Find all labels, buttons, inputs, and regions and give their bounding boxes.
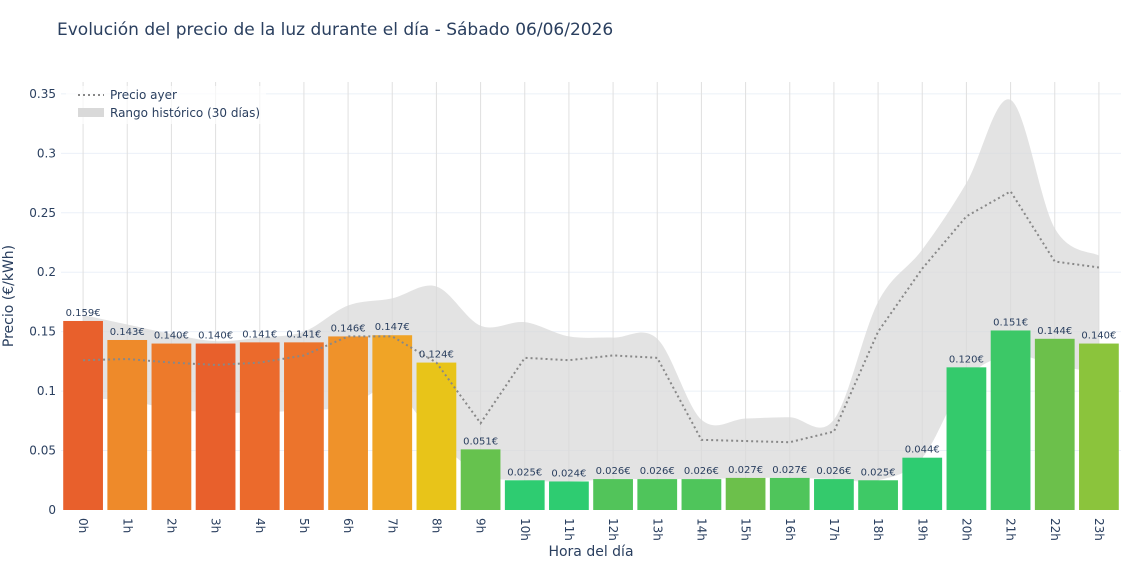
- data-label: 0.026€: [684, 466, 719, 477]
- bar-23h: [1079, 343, 1119, 510]
- data-label: 0.027€: [772, 465, 807, 476]
- bar-16h: [769, 477, 810, 510]
- data-label: 0.144€: [1037, 326, 1072, 337]
- data-label: 0.143€: [110, 327, 145, 338]
- x-tick-label: 0h: [76, 518, 90, 533]
- x-tick-label: 11h: [562, 518, 576, 541]
- data-label: 0.025€: [507, 467, 542, 478]
- x-tick-label: 9h: [474, 518, 488, 533]
- y-tick-label: 0.15: [29, 325, 56, 339]
- bar-4h: [239, 342, 280, 510]
- bar-14h: [681, 479, 722, 510]
- data-labels: 0.159€ 0.143€ 0.140€ 0.140€ 0.141€ 0.141€ 0.14…: [66, 308, 1117, 480]
- chart-title: Evolución del precio de la luz durante e…: [57, 20, 614, 40]
- x-tick-label: 19h: [915, 518, 929, 541]
- yesterday-price-path: [83, 190, 1100, 444]
- bar-12h: [593, 479, 633, 510]
- x-tick-label: 22h: [1048, 518, 1062, 541]
- x-tick-label: 16h: [783, 518, 797, 541]
- data-label: 0.124€: [419, 350, 454, 361]
- data-label: 0.026€: [596, 466, 631, 477]
- data-label: 0.151€: [993, 317, 1028, 328]
- x-tick-label: 2h: [164, 518, 178, 533]
- x-tick-label: 21h: [1004, 518, 1018, 541]
- x-tick-label: 10h: [518, 518, 532, 541]
- data-label: 0.159€: [66, 308, 101, 319]
- bar-9h: [460, 449, 501, 510]
- y-tick-label: 0: [48, 503, 56, 517]
- legend: Precio ayer Rango histórico (30 días): [66, 86, 266, 124]
- legend-label-yesterday: Precio ayer: [110, 88, 177, 102]
- bar-2h: [151, 343, 192, 510]
- y-tick-label: 0.35: [29, 87, 56, 101]
- bar-21h: [990, 330, 1031, 510]
- x-tick-label: 6h: [341, 518, 355, 533]
- data-label: 0.140€: [1081, 331, 1116, 342]
- legend-background: [66, 86, 266, 124]
- bar-18h: [858, 480, 898, 510]
- y-tick-label: 0.25: [29, 206, 56, 220]
- data-label: 0.141€: [242, 329, 277, 340]
- axes: 0 0.05 0.1 0.15 0.2 0.25 0.3 0.35 0h 1h 2h 3h 4h 5h 6h…: [1, 87, 1106, 560]
- x-tick-label: 8h: [429, 518, 443, 533]
- data-label: 0.026€: [640, 466, 675, 477]
- data-label: 0.140€: [198, 331, 233, 342]
- x-tick-label: 15h: [739, 518, 753, 541]
- data-label: 0.024€: [551, 468, 586, 479]
- legend-label-history: Rango histórico (30 días): [110, 106, 260, 120]
- x-tick-label: 20h: [959, 518, 973, 541]
- data-label: 0.146€: [331, 323, 366, 334]
- y-tick-label: 0.2: [37, 265, 56, 279]
- x-tick-label: 5h: [297, 518, 311, 533]
- legend-swatch-history: [78, 108, 104, 117]
- data-label: 0.120€: [949, 354, 984, 365]
- x-tick-label: 18h: [871, 518, 885, 541]
- data-label: 0.140€: [154, 331, 189, 342]
- x-tick-label: 4h: [253, 518, 267, 533]
- data-label: 0.044€: [905, 445, 940, 456]
- x-tick-label: 13h: [650, 518, 664, 541]
- data-label: 0.027€: [728, 465, 763, 476]
- bar-6h: [328, 336, 368, 510]
- bar-0h: [63, 320, 103, 510]
- bar-17h: [814, 479, 854, 510]
- y-tick-label: 0.05: [29, 444, 56, 458]
- x-tick-label: 1h: [120, 518, 134, 533]
- bar-5h: [284, 342, 324, 510]
- bars: [63, 320, 1119, 510]
- bar-1h: [107, 339, 148, 510]
- y-tick-label: 0.3: [37, 146, 56, 160]
- y-tick-label: 0.1: [37, 384, 56, 398]
- data-label: 0.026€: [816, 466, 851, 477]
- bar-19h: [902, 457, 943, 510]
- bar-8h: [416, 362, 457, 510]
- bar-11h: [549, 481, 589, 510]
- bar-15h: [725, 477, 766, 510]
- data-label: 0.141€: [286, 329, 321, 340]
- y-axis-title: Precio (€/kWh): [1, 245, 17, 347]
- yesterday-price-line: [83, 190, 1100, 444]
- x-tick-label: 12h: [606, 518, 620, 541]
- x-tick-label: 23h: [1092, 518, 1106, 541]
- bar-3h: [195, 343, 236, 510]
- x-tick-label: 17h: [827, 518, 841, 541]
- data-label: 0.051€: [463, 436, 498, 447]
- bar-7h: [372, 335, 413, 510]
- x-axis-title: Hora del día: [548, 544, 633, 560]
- x-tick-label: 3h: [209, 518, 223, 533]
- bar-13h: [637, 479, 678, 510]
- x-tick-label: 14h: [694, 518, 708, 541]
- bar-10h: [504, 480, 545, 510]
- data-label: 0.025€: [861, 467, 896, 478]
- bar-22h: [1034, 338, 1075, 510]
- bar-20h: [946, 367, 987, 510]
- x-tick-label: 7h: [385, 518, 399, 533]
- data-label: 0.147€: [375, 322, 410, 333]
